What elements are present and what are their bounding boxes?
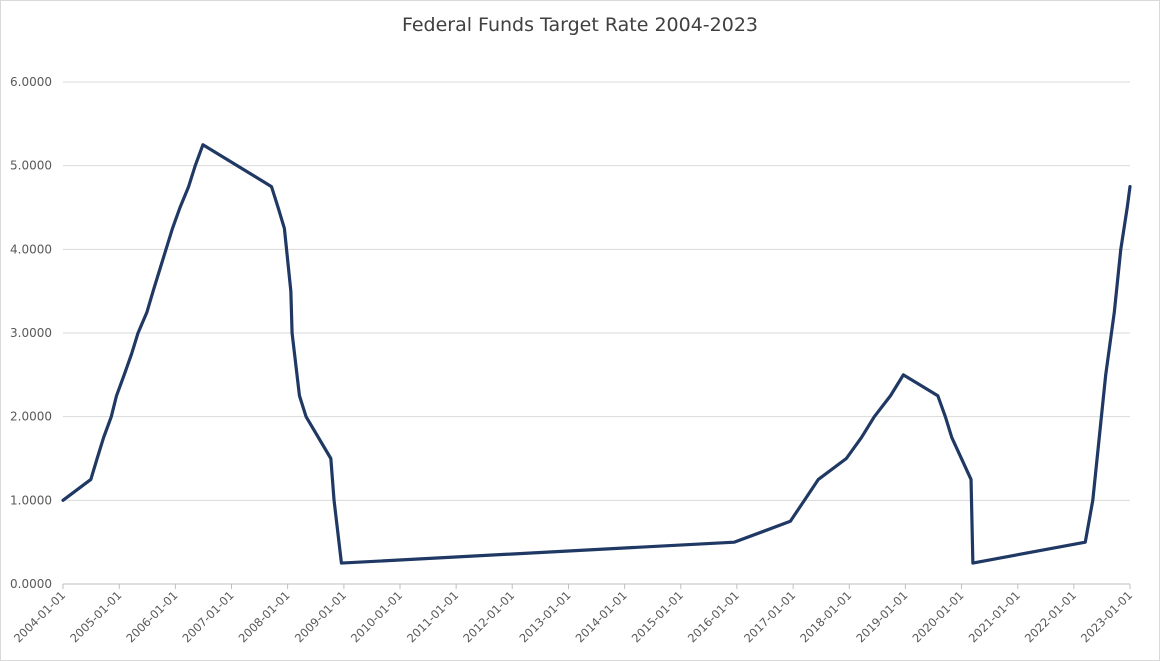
data-point <box>1119 248 1122 251</box>
x-tick-label: 2004-01-01 <box>11 588 68 645</box>
data-point <box>62 499 64 502</box>
data-point <box>137 332 139 334</box>
data-point <box>733 541 736 543</box>
x-axis-ticks: 2004-01-01 2005-01-012006-01-012007-01-01… <box>11 584 1135 645</box>
data-point <box>305 415 307 418</box>
data-point <box>937 394 939 397</box>
data-point <box>291 332 293 334</box>
data-point <box>165 248 167 251</box>
data-point <box>277 206 279 209</box>
data-point <box>333 499 335 502</box>
data-point <box>951 436 953 439</box>
x-tick-label: 2017-01-01 <box>741 588 798 645</box>
x-tick-label: 2011-01-01 <box>404 588 461 645</box>
data-point <box>1113 311 1116 313</box>
data-point <box>1126 206 1129 209</box>
series-line <box>61 143 1132 565</box>
x-tick-label: 2020-01-01 <box>909 588 966 645</box>
chart-title: Federal Funds Target Rate 2004-2023 <box>401 14 759 36</box>
data-point <box>944 415 947 418</box>
x-tick-label: 2007-01-01 <box>179 588 236 645</box>
x-tick-label: 2015-01-01 <box>629 588 686 645</box>
data-point <box>972 562 974 564</box>
data-point <box>152 290 154 292</box>
data-point <box>270 185 273 188</box>
data-point <box>194 164 197 167</box>
data-point <box>110 415 113 418</box>
data-point <box>158 269 161 272</box>
data-point <box>202 143 204 146</box>
x-tick-label: 2014-01-01 <box>573 588 630 645</box>
x-tick-label: 2005-01-01 <box>67 588 124 645</box>
x-tick-label: 2013-01-01 <box>516 588 573 645</box>
x-tick-label: 2019-01-01 <box>853 588 910 645</box>
data-point <box>1084 541 1087 543</box>
data-point <box>115 394 118 397</box>
data-point <box>873 415 876 418</box>
data-point <box>340 562 343 564</box>
data-point <box>902 374 905 376</box>
data-point <box>1129 185 1131 188</box>
y-tick-label: 5.0000 <box>10 159 52 173</box>
y-tick-label: 6.0000 <box>10 75 52 89</box>
data-point <box>146 311 148 313</box>
data-point <box>860 436 863 439</box>
y-tick-label: 4.0000 <box>10 242 52 256</box>
data-point <box>130 353 133 355</box>
data-point <box>330 457 332 460</box>
data-point <box>171 227 174 230</box>
data-point <box>845 457 848 460</box>
x-tick-label: 2009-01-01 <box>292 588 349 645</box>
data-point <box>283 227 286 230</box>
data-point <box>123 374 125 376</box>
y-axis-ticks: 0.0000 1.0000 2.0000 3.0000 4.0000 5.0000 6.00… <box>10 75 52 591</box>
y-tick-label: 1.0000 <box>10 493 52 507</box>
data-point <box>102 436 105 439</box>
x-tick-label: 2023-01-01 <box>1078 588 1135 645</box>
data-point <box>817 478 820 481</box>
x-tick-label: 2022-01-01 <box>1022 588 1079 645</box>
data-point <box>1098 436 1101 439</box>
series-group <box>61 143 1132 565</box>
data-point <box>90 478 92 481</box>
x-tick-label: 2010-01-01 <box>348 588 405 645</box>
data-point <box>290 290 292 292</box>
x-tick-label: 2012-01-01 <box>460 588 517 645</box>
data-point <box>187 185 190 188</box>
x-tick-label: 2006-01-01 <box>123 588 180 645</box>
data-point <box>179 206 181 209</box>
data-point <box>1091 499 1094 502</box>
y-tick-label: 3.0000 <box>10 326 52 340</box>
x-tick-label: 2018-01-01 <box>797 588 854 645</box>
data-point <box>803 499 806 502</box>
x-tick-label: 2021-01-01 <box>966 588 1023 645</box>
y-tick-label: 0.0000 <box>10 577 52 591</box>
y-tick-label: 2.0000 <box>10 410 52 424</box>
data-point <box>970 478 972 481</box>
data-point <box>298 394 301 397</box>
data-point <box>789 520 792 523</box>
data-point <box>889 394 892 397</box>
x-tick-label: 2008-01-01 <box>236 588 293 645</box>
x-tick-label: 2016-01-01 <box>685 588 742 645</box>
data-point <box>1104 374 1107 376</box>
gridlines <box>63 81 1130 501</box>
data-point <box>96 457 98 460</box>
